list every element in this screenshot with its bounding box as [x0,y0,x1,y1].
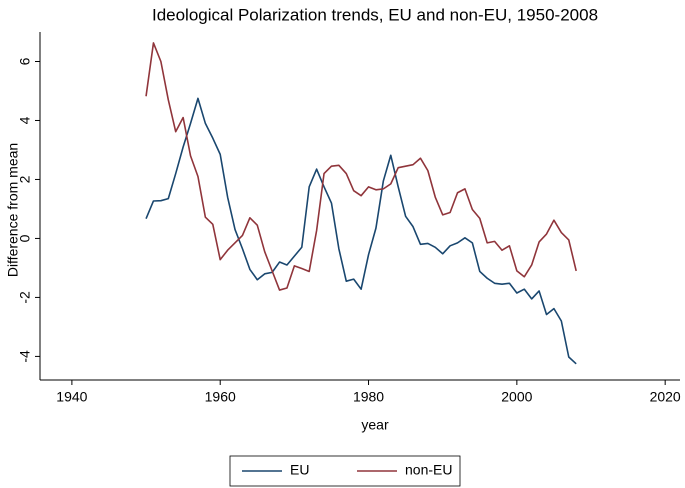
legend-label: EU [290,462,309,478]
legend-label: non-EU [405,462,452,478]
x-tick-label: 1940 [56,389,87,405]
x-tick-label: 1960 [205,389,236,405]
y-tick-label: 6 [17,57,33,65]
x-axis-label: year [361,417,389,433]
y-tick-label: 0 [17,234,33,242]
legend: EU non-EU [229,455,461,487]
x-tick-label: 2000 [501,389,532,405]
line-series [145,97,577,365]
y-tick-label: -2 [17,291,33,304]
x-tick-label: 1980 [353,389,384,405]
line-series [145,42,577,291]
chart-title: Ideological Polarization trends, EU and … [152,5,598,24]
y-axis-label: Difference from mean [5,143,21,277]
y-tick-label: -4 [17,350,33,363]
y-tick-label: 4 [17,116,33,124]
x-tick-label: 2020 [650,389,681,405]
y-tick-label: 2 [17,175,33,183]
